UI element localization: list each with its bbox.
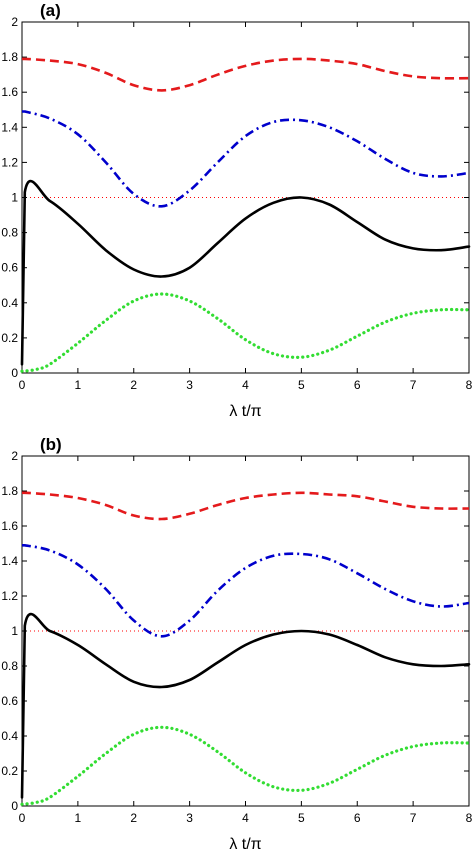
y-tick-label: 0 <box>11 799 18 813</box>
x-tick-label: 1 <box>75 811 82 825</box>
x-tick-label: 5 <box>298 811 305 825</box>
panel-label: (a) <box>40 1 61 20</box>
series-line-dashed-red <box>22 57 470 92</box>
x-tick-label: 8 <box>466 378 473 392</box>
y-tick-label: 0.2 <box>1 331 18 345</box>
y-tick-label: 1.6 <box>1 85 18 99</box>
y-tick-label: 0.2 <box>1 764 18 778</box>
panel-label: (b) <box>40 437 62 454</box>
x-axis-label: λ t/π <box>229 403 261 420</box>
x-tick-label: 6 <box>354 378 361 392</box>
x-tick-label: 1 <box>75 378 82 392</box>
x-tick-label: 7 <box>410 378 417 392</box>
plot-frame <box>21 21 470 374</box>
y-tick-label: 0.4 <box>1 296 18 310</box>
x-tick-label: 7 <box>410 811 417 825</box>
y-tick-label: 1.6 <box>1 519 18 533</box>
y-tick-label: 1.2 <box>1 589 18 603</box>
x-tick-label: 3 <box>186 811 193 825</box>
y-tick-label: 0.6 <box>1 261 18 275</box>
x-tick-label: 6 <box>354 811 361 825</box>
y-tick-label: 0.6 <box>1 694 18 708</box>
x-tick-label: 4 <box>242 811 249 825</box>
y-tick-label: 1.8 <box>1 50 18 64</box>
y-tick-label: 1.8 <box>1 484 18 498</box>
x-tick-label: 2 <box>130 811 137 825</box>
y-tick-label: 2 <box>11 449 18 463</box>
y-tick-label: 1.4 <box>1 554 18 568</box>
chart-panel-b: 0 0.2 0.4 0.6 0.8 1 1.2 1.4 1.6 1.8 2 0 1 2 3 4 5 6 7 8 λ t/… <box>1 437 473 853</box>
chart-panel-a: 0 0.2 0.4 0.6 0.8 1 1.2 1.4 1.6 1.8 2 0 1 2 3 4 5 6 7 8 λ t/… <box>1 1 473 420</box>
y-tick-label: 1.4 <box>1 120 18 134</box>
x-tick-label: 3 <box>186 378 193 392</box>
series-line-dashed-red <box>22 491 470 521</box>
series-line-dotted-green <box>20 725 471 806</box>
y-tick-label: 2 <box>11 15 18 29</box>
x-axis-label: λ t/π <box>229 836 261 853</box>
y-tick-label: 1.2 <box>1 155 18 169</box>
series-line-dotted-green <box>20 292 471 373</box>
x-tick-label: 0 <box>19 811 26 825</box>
y-tick-label: 1 <box>11 624 18 638</box>
x-tick-label: 2 <box>130 378 137 392</box>
series-line-dashdot-blue <box>22 544 470 638</box>
series-line-solid-black <box>20 612 471 799</box>
y-tick-label: 0.8 <box>1 659 18 673</box>
y-tick-label: 0.8 <box>1 226 18 240</box>
series-line-dashdot-blue <box>22 110 470 208</box>
y-tick-label: 1 <box>11 191 18 205</box>
series-line-solid-black <box>20 179 471 366</box>
x-tick-label: 5 <box>298 378 305 392</box>
x-tick-label: 0 <box>19 378 26 392</box>
y-tick-label: 0 <box>11 366 18 380</box>
plot-frame <box>21 455 470 807</box>
x-tick-label: 8 <box>466 811 473 825</box>
x-tick-label: 4 <box>242 378 249 392</box>
y-tick-label: 0.4 <box>1 729 18 743</box>
